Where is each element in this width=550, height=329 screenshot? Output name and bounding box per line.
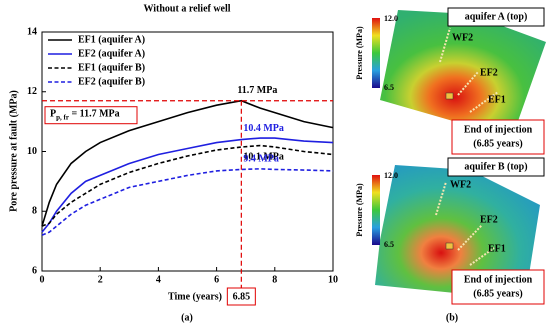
caption: (b): [446, 312, 458, 323]
x-tick-label: 8: [272, 274, 277, 285]
legend-label: EF1 (aquifer B): [78, 62, 145, 73]
mesh: [380, 10, 546, 138]
note: End of injection: [464, 124, 533, 135]
mesh: [375, 165, 540, 300]
series-line: [41, 168, 334, 236]
x-tick-label: 6: [214, 274, 219, 285]
y-axis-label: Pore pressure at fault (MPa): [8, 90, 19, 212]
x-tick-label: 10: [328, 274, 338, 285]
colorbar-max: 12.0: [384, 171, 398, 180]
well-traces: [435, 27, 499, 266]
x-tick-label: 2: [98, 274, 103, 285]
well-label: EF1: [488, 243, 506, 254]
note: (6.85 years): [473, 138, 522, 149]
annotation: 10.1 MPa: [243, 151, 284, 162]
note-box: [451, 119, 545, 155]
well-label: WF2: [452, 32, 473, 43]
well-label: EF1: [488, 94, 506, 105]
annotation: 10.4 MPa: [243, 123, 284, 134]
colorbar-label: Pressure (MPa): [355, 26, 364, 80]
note: End of injection: [464, 274, 533, 285]
panel-b: Pressure (MPa) Pressure (MPa) 12.0 6.5 1…: [355, 7, 546, 305]
annotation: 9.4 MPa: [243, 154, 279, 165]
colorbar-min: 6.5: [384, 240, 394, 249]
y-tick-label: 6: [32, 265, 37, 276]
colorbar: [372, 175, 380, 245]
note-box: [451, 269, 545, 305]
reference-label-rest: = 11.7 MPa: [69, 109, 120, 120]
series-line: [41, 137, 334, 233]
panel-title-box: [447, 7, 545, 27]
panel-title: aquifer B (top): [464, 161, 527, 172]
y-tick-label: 12: [27, 86, 37, 97]
colorbar-max: 12.0: [384, 14, 398, 23]
series-line: [41, 144, 334, 227]
well-label: EF2: [480, 67, 498, 78]
reference-x-label: 6.85: [233, 291, 251, 302]
reference-box: [226, 287, 256, 306]
legend-label: EF1 (aquifer A): [78, 34, 145, 45]
note: (6.85 years): [473, 288, 522, 299]
reference-label-main: P: [50, 109, 56, 120]
panel-title: aquifer A (top): [465, 11, 528, 22]
well-marker: [445, 92, 454, 100]
y-tick-label: 14: [27, 26, 37, 37]
caption: (a): [181, 312, 193, 323]
y-tick-label: 10: [27, 146, 37, 157]
x-tick-label: 0: [40, 274, 45, 285]
annotation: 11.7 MPa: [237, 85, 277, 96]
well-label: EF2: [480, 214, 498, 225]
colorbar-label: Pressure (MPa): [355, 183, 364, 237]
reference-box: [44, 106, 138, 125]
series-line: [41, 99, 334, 227]
panel-title-box: [447, 157, 545, 177]
well-label: WF2: [450, 179, 471, 190]
well-marker: [445, 242, 454, 250]
legend-label: EF2 (aquifer A): [78, 48, 145, 59]
chart-title: Without a relief well: [143, 3, 230, 14]
x-tick-label: 4: [156, 274, 161, 285]
colorbar: [372, 18, 380, 88]
x-axis-label: Time (years): [168, 291, 222, 302]
reference-label: Pp, fr = 11.7 MPa: [50, 109, 120, 121]
colorbar-min: 6.5: [384, 83, 394, 92]
reference-label-sub: p, fr: [56, 113, 69, 121]
legend-label: EF2 (aquifer B): [78, 76, 145, 87]
y-tick-label: 8: [32, 206, 37, 217]
